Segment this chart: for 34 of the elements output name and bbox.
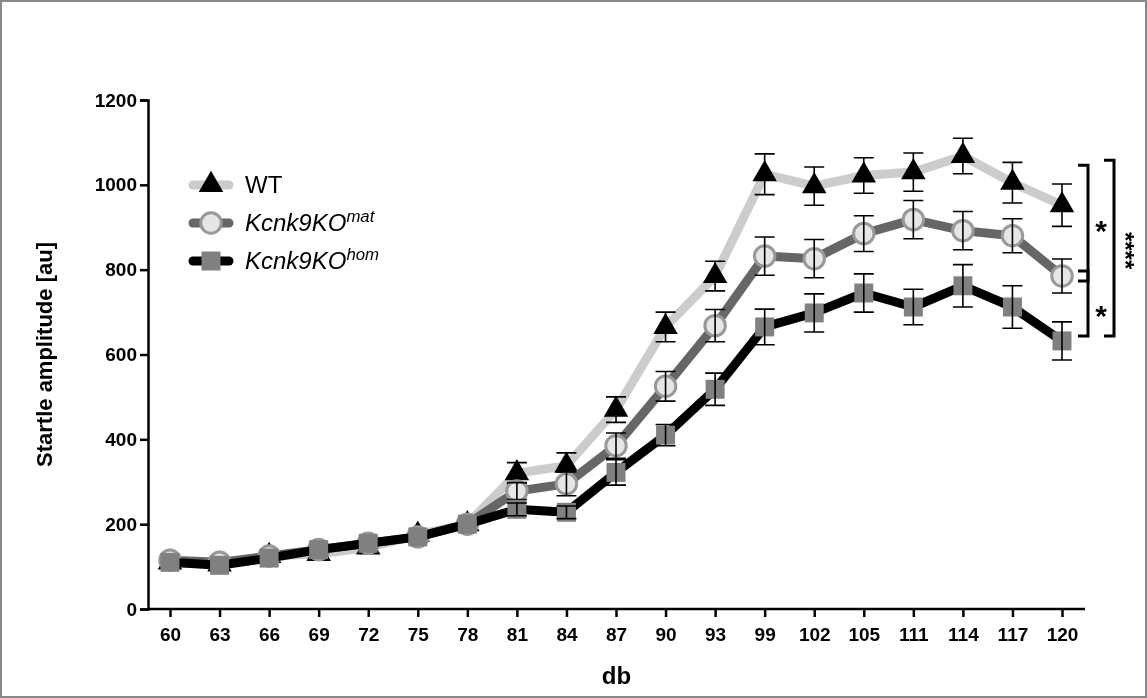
x-tick-label: 72 [358, 623, 380, 645]
x-tick-label: 78 [457, 623, 479, 645]
text: * [1095, 213, 1108, 247]
x-tick-label: 84 [556, 623, 578, 645]
x-tick-label: 111 [899, 623, 930, 645]
x-tick-label: 93 [705, 623, 727, 645]
text: * [1095, 299, 1108, 333]
x-tick-label: 105 [848, 623, 881, 645]
y-axis-title: Startle amplitude [au] [32, 242, 57, 467]
x-tick-label: 69 [308, 623, 330, 645]
y-tick-label: 200 [105, 513, 137, 535]
x-tick-label: 60 [159, 623, 182, 645]
x-tick-label: 102 [798, 623, 831, 645]
text: **** [1112, 231, 1139, 270]
x-tick-label: 117 [997, 623, 1029, 645]
x-tick-label: 120 [1046, 623, 1079, 645]
y-tick-label: 400 [105, 428, 137, 450]
y-tick-label: 800 [105, 259, 137, 281]
legend-label: Kcnk9KO$^{hom}$ [245, 244, 380, 274]
x-tick-label: 81 [506, 623, 529, 645]
x-tick-label: 75 [407, 623, 430, 645]
y-tick-label: 1200 [94, 89, 137, 111]
x-tick-label: 87 [605, 623, 628, 645]
legend-label: WT [245, 171, 283, 198]
legend-label: Kcnk9KO$^{mat}$ [245, 206, 376, 236]
y-tick-label: 600 [105, 344, 137, 366]
x-tick-label: 99 [754, 623, 776, 645]
x-axis-title: db [601, 662, 632, 689]
x-tick-label: 90 [655, 623, 677, 645]
y-tick-label: 0 [126, 598, 137, 620]
x-tick-label: 63 [209, 623, 231, 645]
x-tick-label: 66 [259, 623, 281, 645]
y-tick-label: 1000 [94, 174, 137, 196]
x-tick-label: 114 [948, 623, 980, 645]
